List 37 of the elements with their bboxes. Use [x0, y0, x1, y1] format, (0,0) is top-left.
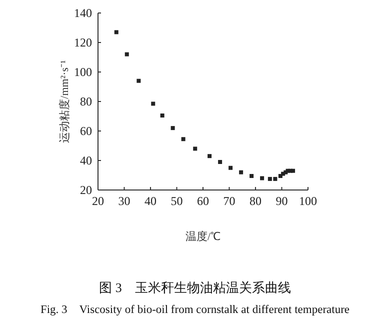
y-tick-label: 80	[80, 94, 92, 108]
y-tick-label: 60	[80, 124, 92, 138]
x-tick-label: 60	[197, 194, 209, 208]
y-tick-label: 140	[74, 6, 92, 20]
x-tick-label: 90	[276, 194, 288, 208]
x-tick-label: 70	[223, 194, 236, 208]
x-tick-label: 40	[144, 194, 156, 208]
point	[208, 154, 212, 158]
x-axis-title: 温度/℃	[185, 230, 221, 243]
point	[239, 170, 244, 174]
point	[114, 30, 118, 34]
point	[228, 166, 233, 170]
y-tick-label: 120	[74, 36, 92, 50]
caption: 图 3 玉米秆生物油粘温关系曲线	[99, 280, 291, 295]
point	[193, 146, 198, 151]
point	[291, 168, 296, 173]
caption: Fig. 3 Viscosity of bio-oil from cornstalk at different temperature	[40, 304, 350, 316]
point	[218, 160, 222, 164]
x-tick-label: 30	[118, 194, 130, 208]
x-tick-label: 20	[92, 194, 104, 208]
point	[181, 137, 186, 142]
point	[260, 176, 264, 180]
point	[268, 176, 272, 181]
point	[250, 174, 254, 178]
point	[136, 78, 141, 83]
point	[160, 114, 164, 118]
x-tick-label: 100	[299, 194, 317, 208]
point	[170, 126, 175, 130]
x-tick-label: 50	[170, 194, 183, 208]
point	[151, 102, 156, 106]
x-tick-label: 80	[250, 194, 262, 208]
point	[124, 52, 129, 56]
y-axis-title: 运动粘度/mm²·s⁻¹	[58, 60, 71, 143]
point	[273, 176, 278, 181]
y-tick-label: 40	[80, 154, 92, 168]
y-tick-label: 100	[74, 65, 92, 79]
y-tick-label: 20	[80, 183, 92, 197]
